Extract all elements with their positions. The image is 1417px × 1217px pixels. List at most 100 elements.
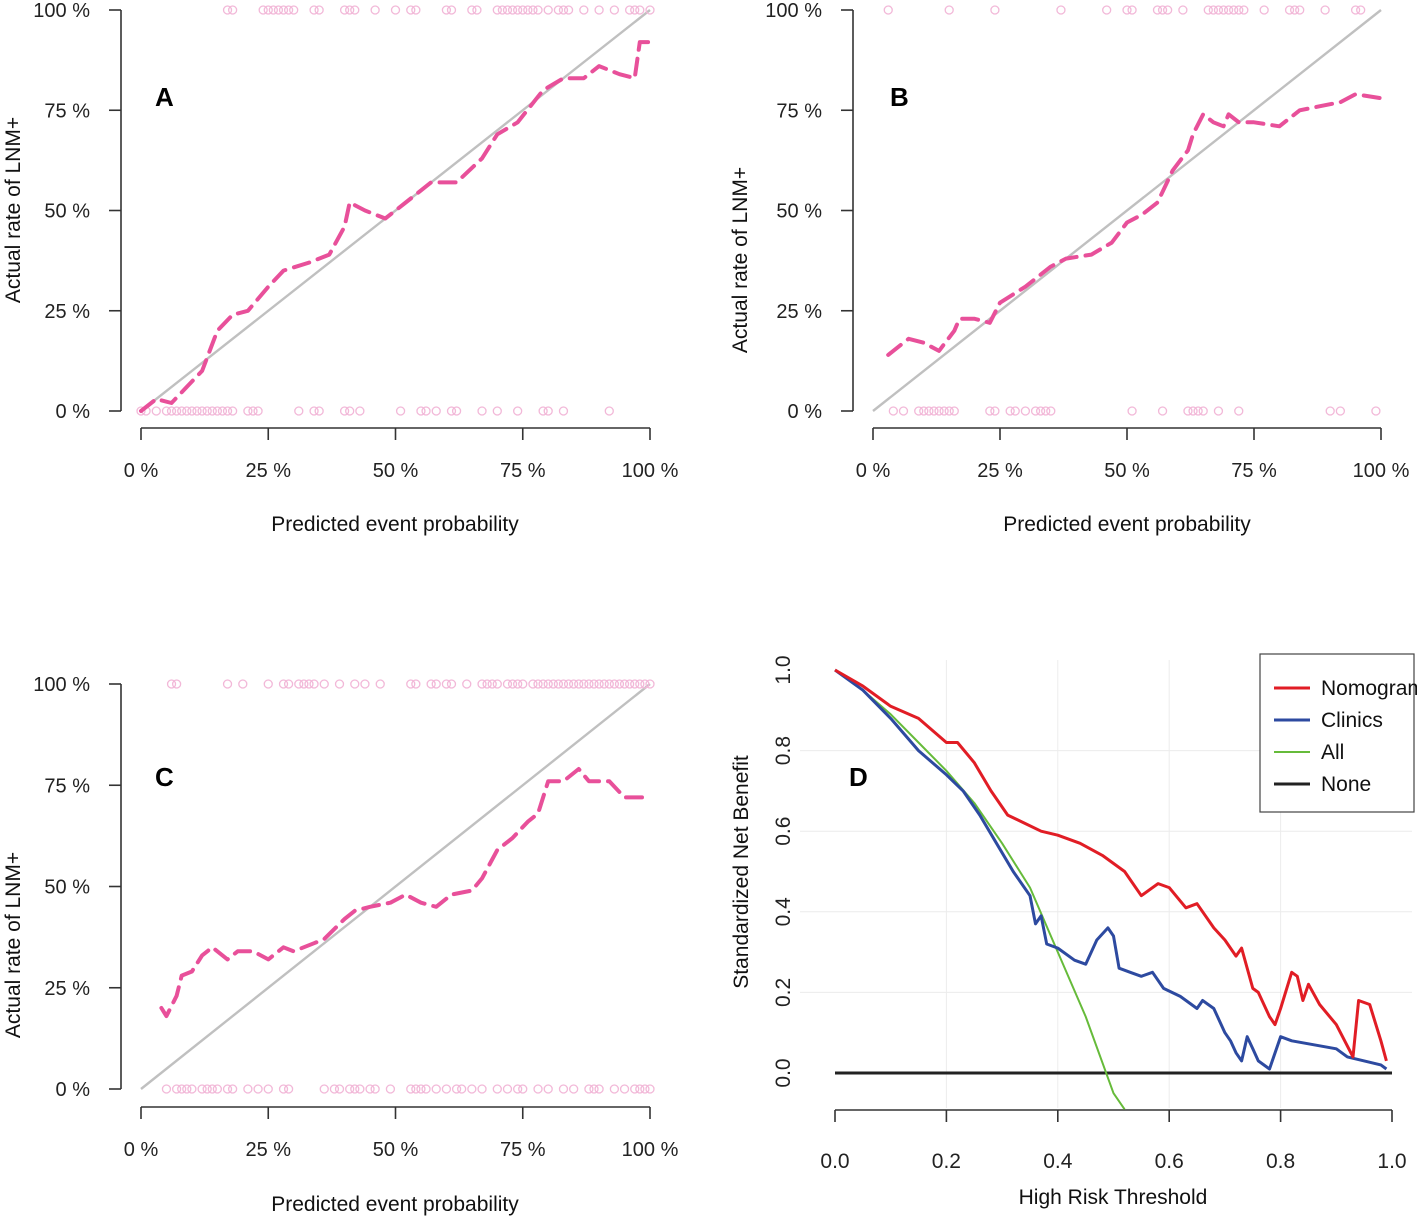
y-axis-title: Actual rate of LNM+ xyxy=(2,852,25,1038)
panel-label-b: B xyxy=(890,82,909,112)
rug-point-bottom xyxy=(939,406,949,416)
rug-point-top xyxy=(543,5,553,15)
rug-point-bottom xyxy=(202,1084,212,1094)
rug-point-bottom xyxy=(319,1084,329,1094)
rug-point-top xyxy=(645,5,655,15)
calibration-plot-c: C Predicted event probability Actual rat… xyxy=(2,674,679,1216)
rug-point-top xyxy=(446,679,457,689)
rug-point-bottom xyxy=(243,406,253,416)
rug-point-bottom xyxy=(345,1084,355,1094)
rug-point-top xyxy=(594,679,604,689)
rug-point-top xyxy=(411,5,421,15)
rug-point-bottom xyxy=(294,406,304,416)
rug-point-top xyxy=(299,679,309,689)
y-axis-title: Actual rate of LNM+ xyxy=(2,117,25,303)
y-tick-label: 100 % xyxy=(33,674,90,696)
rug-point-bottom xyxy=(182,406,192,416)
rug-point-top xyxy=(609,5,620,15)
y-tick-label: 25 % xyxy=(44,301,90,323)
rug-point-bottom xyxy=(177,1084,187,1094)
rug-point-bottom xyxy=(370,1084,380,1094)
legend-label-none: None xyxy=(1321,773,1371,796)
rug-point-bottom xyxy=(645,1084,655,1094)
rug-point-bottom xyxy=(898,406,909,416)
rug-point-bottom xyxy=(202,406,212,416)
y-tick-label: 50 % xyxy=(776,201,822,223)
rug-point-bottom xyxy=(334,1084,345,1094)
y-tick-label: 100 % xyxy=(765,0,822,22)
rug-point-bottom xyxy=(594,1084,604,1094)
rug-point-bottom xyxy=(589,1084,599,1094)
rug-point-bottom xyxy=(924,406,934,416)
rug-point-top xyxy=(1208,5,1219,15)
rug-point-bottom xyxy=(630,1084,640,1094)
rug-point-top xyxy=(990,5,1000,15)
rug-point-top xyxy=(1350,5,1361,15)
rug-point-bottom xyxy=(467,1084,477,1094)
series-line-nomogram xyxy=(834,668,1388,1062)
x-tick-label: 0 % xyxy=(856,460,891,482)
rug-point-top xyxy=(630,679,640,689)
rug-point-top xyxy=(222,5,233,15)
x-tick-label: 1.0 xyxy=(1377,1150,1406,1173)
rug-point-bottom xyxy=(217,406,228,416)
rug-point-bottom xyxy=(1157,406,1168,416)
y-axis-title: Standardized Net Benefit xyxy=(730,755,753,989)
rug-point-bottom xyxy=(151,406,161,416)
rug-point-bottom xyxy=(929,406,939,416)
rug-point-top xyxy=(630,5,640,15)
rug-point-top xyxy=(283,5,294,15)
rug-point-top xyxy=(538,679,548,689)
rug-point-top xyxy=(268,5,278,15)
rug-point-bottom xyxy=(1188,406,1198,416)
rug-point-top xyxy=(1223,5,1234,15)
rug-point-top xyxy=(543,679,553,689)
rug-point-bottom xyxy=(345,406,355,416)
x-axis-title: Predicted event probability xyxy=(271,1193,519,1216)
rug-point-top xyxy=(278,679,289,689)
calibration-plot-b: B Predicted event probability Actual rat… xyxy=(729,0,1410,536)
rug-point-top xyxy=(513,5,523,15)
rug-point-bottom xyxy=(197,1084,207,1094)
rug-point-top xyxy=(258,5,268,15)
decision-curve-d: D High Risk Threshold Standardized Net B… xyxy=(730,653,1417,1209)
rug-point-bottom xyxy=(248,406,258,416)
rug-point-top xyxy=(227,5,238,15)
rug-point-top xyxy=(263,679,273,689)
rug-point-bottom xyxy=(421,406,431,416)
rug-point-bottom xyxy=(949,406,959,416)
rug-point-top xyxy=(492,5,502,15)
y-tick-label: 50 % xyxy=(44,877,90,899)
panel-label-d: D xyxy=(849,762,868,792)
rug-point-top xyxy=(1234,5,1244,15)
legend-label-all: All xyxy=(1321,741,1344,764)
rug-point-top xyxy=(426,679,436,689)
rug-point-top xyxy=(497,5,508,15)
rug-point-bottom xyxy=(283,1084,294,1094)
x-tick-label: 100 % xyxy=(622,1139,679,1161)
rug-point-bottom xyxy=(538,406,548,416)
y-tick-label: 0.4 xyxy=(772,897,795,927)
rug-point-bottom xyxy=(1127,406,1137,416)
y-tick-label: 0 % xyxy=(56,401,91,423)
rug-point-top xyxy=(319,679,329,689)
y-tick-label: 100 % xyxy=(33,0,90,22)
rug-point-top xyxy=(334,679,345,689)
rug-point-top xyxy=(640,679,650,689)
y-tick-label: 25 % xyxy=(44,978,90,1000)
rug-point-bottom xyxy=(136,406,146,416)
rug-point-top xyxy=(528,5,538,15)
rug-point-top xyxy=(1127,5,1137,15)
rug-point-bottom xyxy=(888,406,898,416)
rug-point-bottom xyxy=(919,406,929,416)
y-axis-title: Actual rate of LNM+ xyxy=(729,167,752,353)
rug-point-bottom xyxy=(441,1084,452,1094)
rug-point-bottom xyxy=(171,1084,182,1094)
rug-point-bottom xyxy=(451,1084,462,1094)
rug-point-bottom xyxy=(339,406,350,416)
x-tick-label: 75 % xyxy=(500,460,546,482)
rug-point-top xyxy=(574,679,584,689)
rug-point-top xyxy=(441,5,452,15)
rug-point-bottom xyxy=(197,406,207,416)
y-tick-label: 0.8 xyxy=(772,736,795,765)
